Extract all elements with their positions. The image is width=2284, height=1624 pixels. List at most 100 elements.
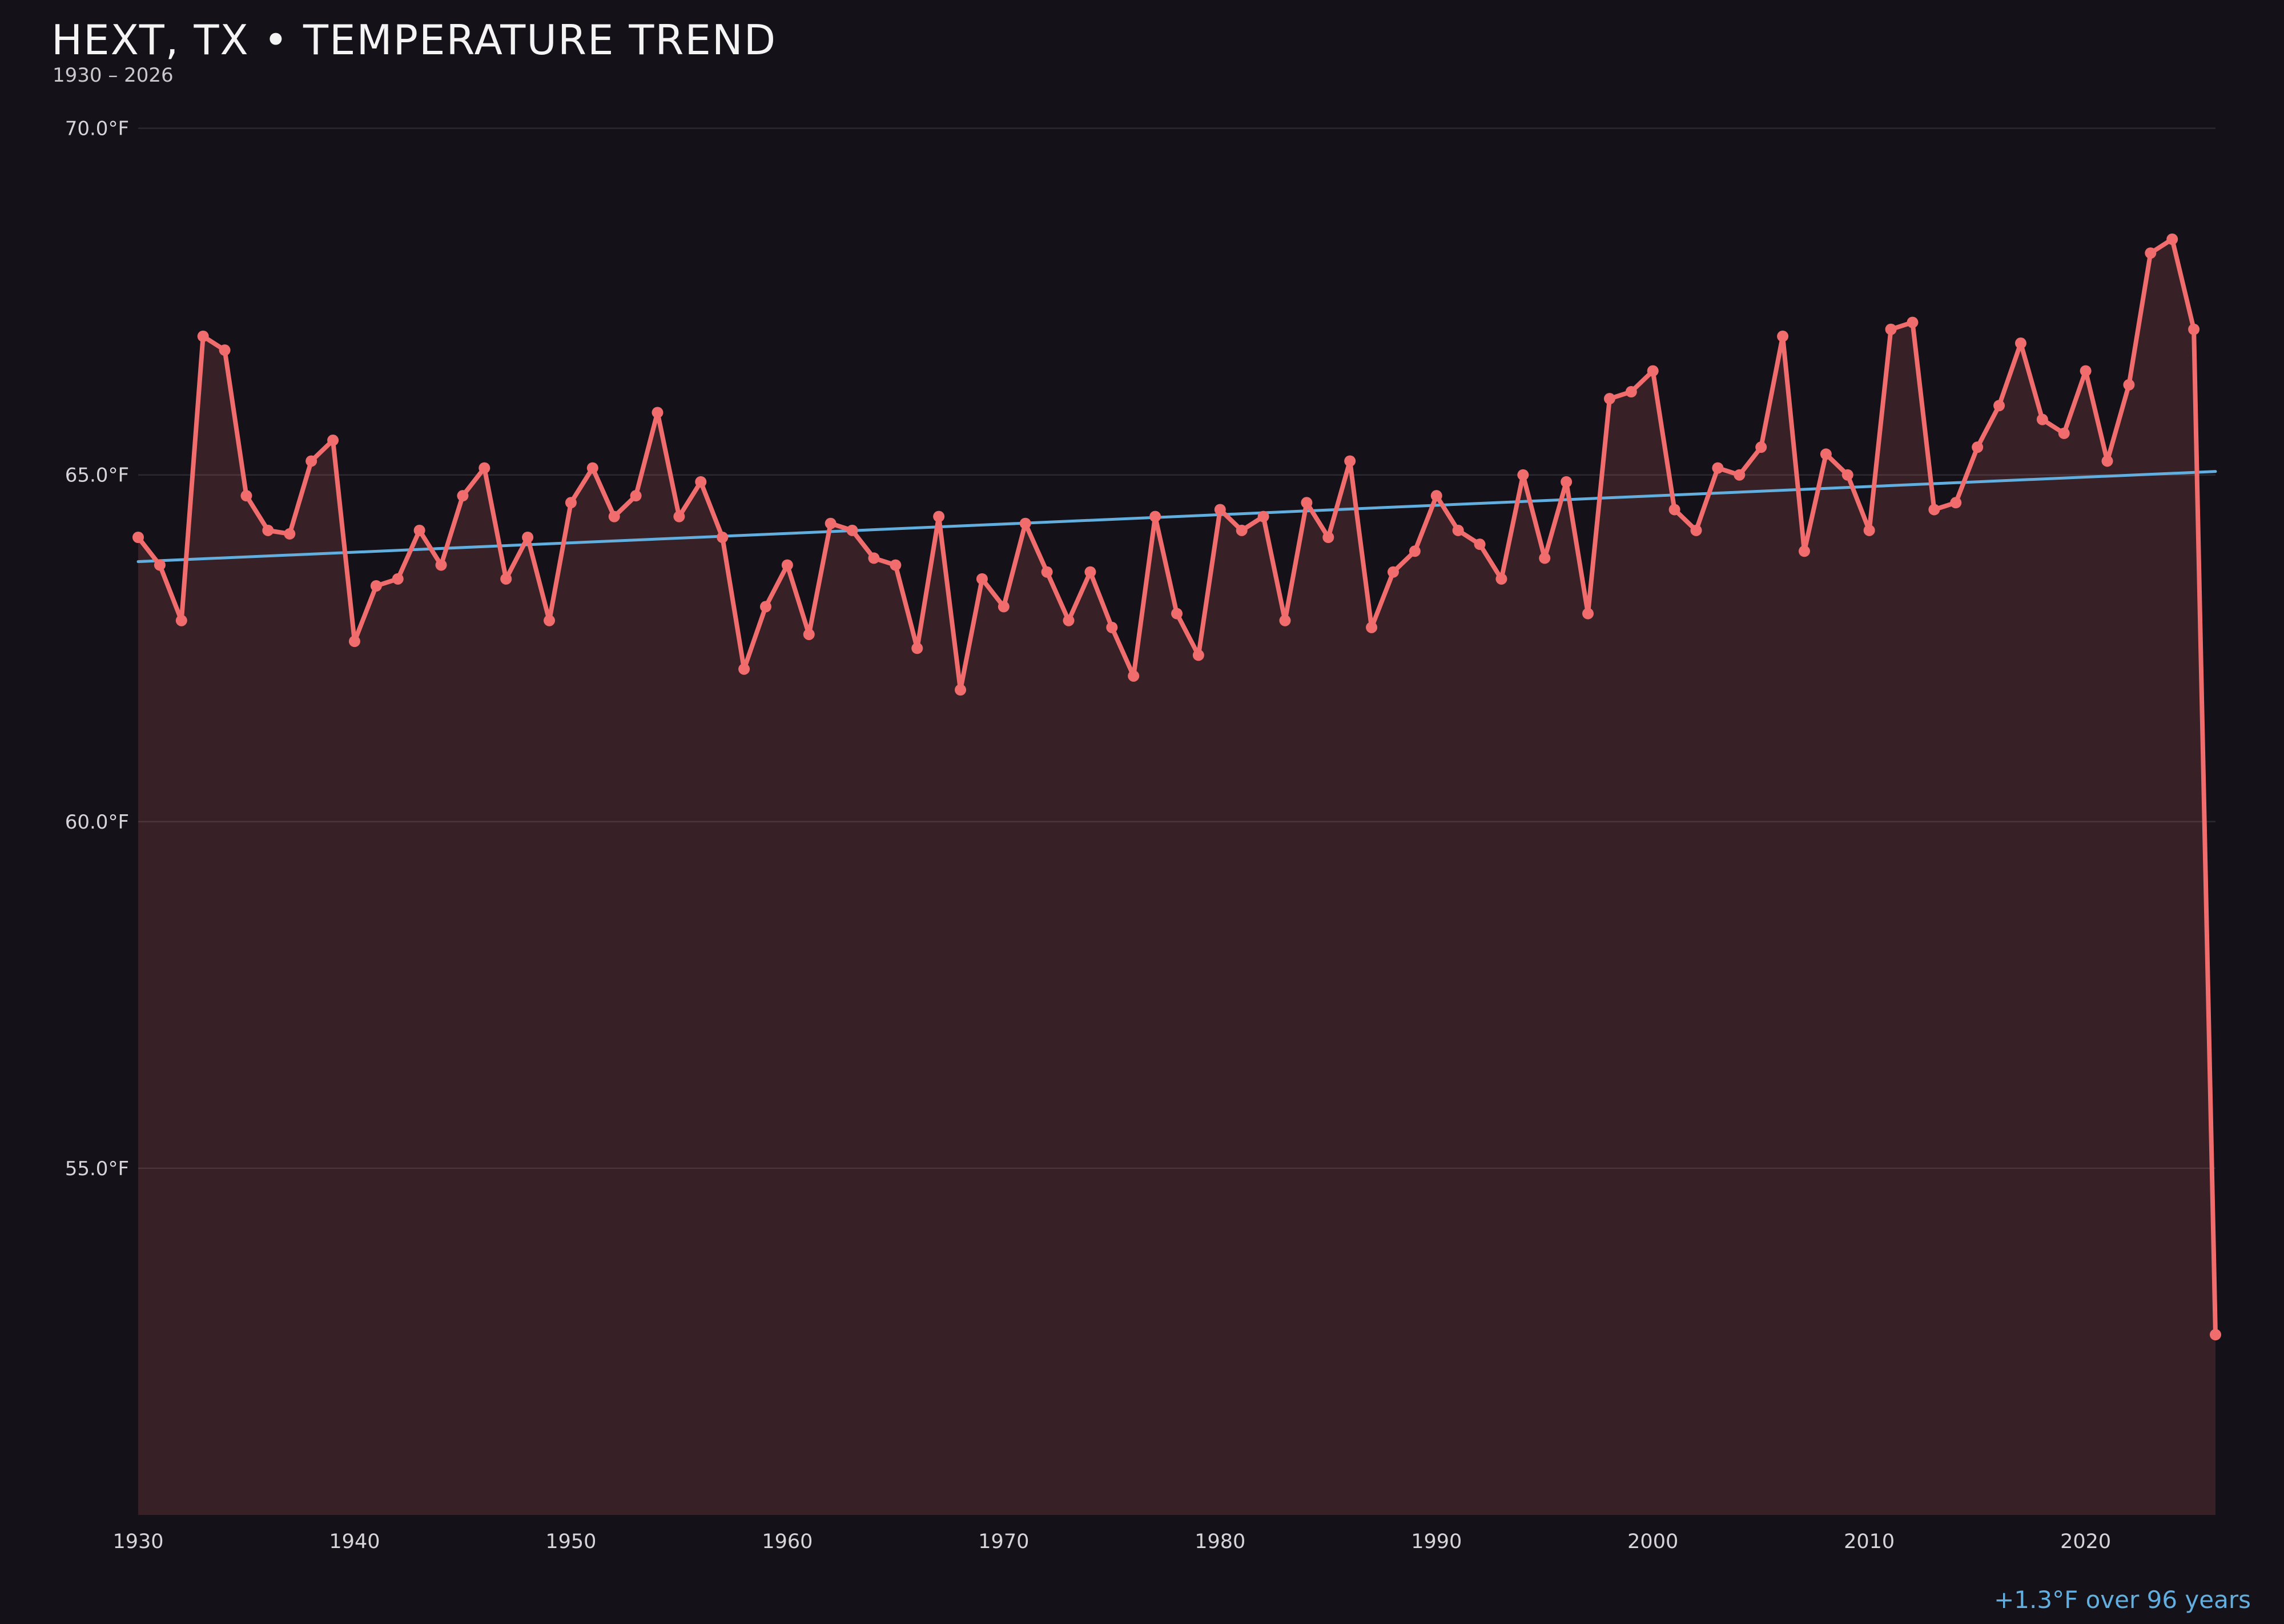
x-tick-label: 1950 xyxy=(545,1530,596,1553)
x-tick-label: 1980 xyxy=(1195,1530,1245,1553)
trend-annotation: +1.3°F over 96 years xyxy=(1994,1586,2251,1614)
data-point xyxy=(1106,621,1118,633)
data-point xyxy=(2036,413,2048,425)
data-point xyxy=(327,435,339,447)
data-point xyxy=(1755,441,1767,453)
data-point xyxy=(652,407,664,419)
data-point xyxy=(1712,462,1724,474)
data-point xyxy=(2123,379,2135,391)
data-point xyxy=(1950,497,1962,509)
data-point xyxy=(305,455,317,467)
data-point xyxy=(240,490,252,502)
data-point xyxy=(1690,524,1702,536)
data-point xyxy=(976,573,988,585)
data-point xyxy=(175,614,187,626)
data-point xyxy=(1539,552,1551,564)
data-point xyxy=(1647,365,1659,377)
data-point xyxy=(1561,476,1573,488)
data-point xyxy=(1214,504,1226,516)
data-point xyxy=(1128,670,1140,682)
data-point xyxy=(1972,441,1984,453)
data-point xyxy=(565,497,577,509)
data-point xyxy=(1041,566,1053,578)
data-point xyxy=(933,510,945,522)
x-tick-label: 1970 xyxy=(978,1530,1029,1553)
data-point xyxy=(1452,524,1464,536)
data-point xyxy=(717,532,729,544)
data-point xyxy=(1236,524,1248,536)
x-tick-label: 1990 xyxy=(1411,1530,1462,1553)
data-point xyxy=(890,559,902,571)
page-title: HEXT, TX • TEMPERATURE TREND xyxy=(51,16,777,64)
data-point xyxy=(586,462,598,474)
data-point xyxy=(1063,614,1075,626)
data-point xyxy=(738,663,750,675)
data-point xyxy=(1149,510,1161,522)
x-tick-label: 2000 xyxy=(1627,1530,1678,1553)
data-point xyxy=(2014,337,2026,349)
data-point xyxy=(2101,455,2113,467)
data-point xyxy=(457,490,469,502)
data-point xyxy=(2080,365,2092,377)
data-point xyxy=(998,601,1010,613)
data-point xyxy=(154,559,166,571)
data-point xyxy=(955,684,967,696)
data-point xyxy=(500,573,512,585)
data-point xyxy=(1841,469,1853,481)
data-point xyxy=(1625,386,1637,398)
x-tick-label: 2010 xyxy=(1844,1530,1895,1553)
data-point xyxy=(1474,538,1486,550)
data-point xyxy=(1430,490,1442,502)
data-point xyxy=(262,524,274,536)
data-point xyxy=(1863,524,1875,536)
data-point xyxy=(2188,323,2200,335)
data-point xyxy=(348,636,360,648)
data-point xyxy=(630,490,642,502)
data-point xyxy=(1279,614,1291,626)
data-point xyxy=(435,559,447,571)
y-tick-label: 70.0°F xyxy=(65,118,129,140)
data-point xyxy=(1993,400,2005,412)
data-point xyxy=(1734,469,1746,481)
data-point xyxy=(1668,504,1680,516)
data-point xyxy=(1885,323,1897,335)
data-point xyxy=(673,510,685,522)
data-point xyxy=(825,517,837,529)
data-point xyxy=(781,559,793,571)
data-point xyxy=(1084,566,1096,578)
y-tick-label: 65.0°F xyxy=(65,464,129,487)
data-point xyxy=(544,614,556,626)
data-point xyxy=(370,580,382,592)
data-point xyxy=(478,462,490,474)
data-point xyxy=(522,532,534,544)
data-point xyxy=(132,532,144,544)
x-tick-label: 1930 xyxy=(112,1530,163,1553)
data-point xyxy=(1192,649,1204,661)
y-tick-label: 55.0°F xyxy=(65,1157,129,1180)
data-point xyxy=(1301,497,1313,509)
data-point xyxy=(868,552,880,564)
x-tick-label: 1940 xyxy=(329,1530,380,1553)
x-tick-label: 2020 xyxy=(2060,1530,2111,1553)
data-point xyxy=(1517,469,1529,481)
data-point xyxy=(1344,455,1356,467)
chart-subtitle-year-range: 1930 – 2026 xyxy=(53,64,174,87)
data-point xyxy=(2058,427,2070,439)
data-point xyxy=(846,524,858,536)
data-point xyxy=(2166,233,2178,245)
data-point xyxy=(1798,545,1810,557)
data-point xyxy=(1495,573,1507,585)
data-point xyxy=(1257,510,1269,522)
data-point xyxy=(1019,517,1031,529)
data-point xyxy=(284,528,296,540)
area-fill xyxy=(138,239,2215,1515)
data-point xyxy=(2145,247,2157,259)
data-point xyxy=(1820,448,1832,460)
data-point xyxy=(392,573,404,585)
data-point xyxy=(219,344,231,356)
data-point xyxy=(1322,532,1334,544)
data-point xyxy=(1582,608,1594,620)
y-tick-label: 60.0°F xyxy=(65,811,129,834)
